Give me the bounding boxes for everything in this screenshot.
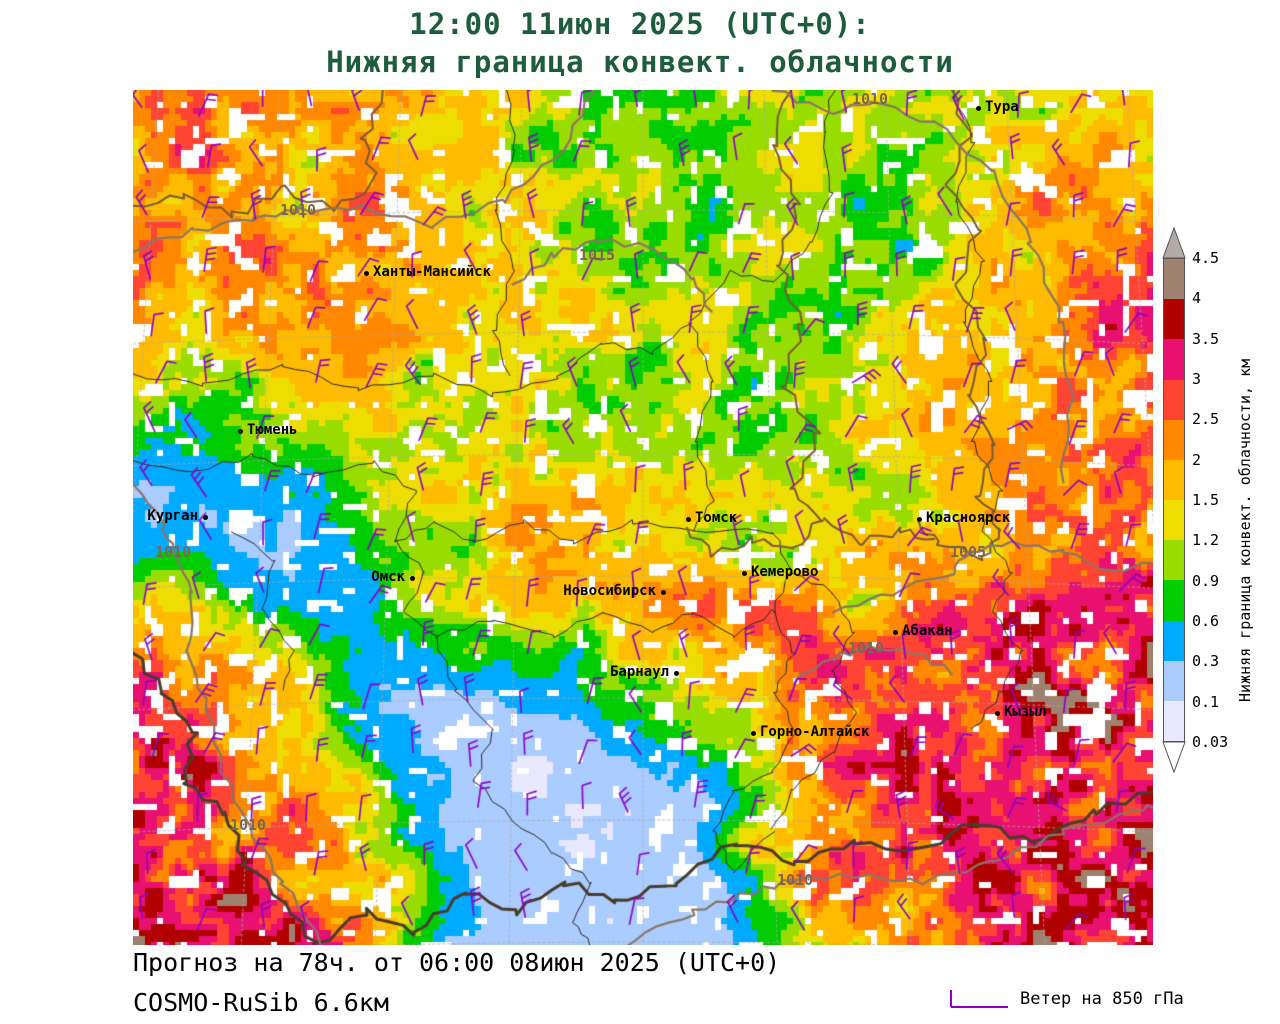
colorbar-arrow-top xyxy=(1162,226,1186,259)
legend-tick-label: 2.5 xyxy=(1192,410,1220,429)
city-label: Горно-Алтайск xyxy=(760,724,870,740)
colorbar-segment xyxy=(1164,379,1184,420)
colorbar-segment xyxy=(1164,660,1184,701)
city-label: Абакан xyxy=(902,623,953,639)
model-info-text: COSMO-RuSib 6.6км xyxy=(133,988,389,1017)
city-dot xyxy=(750,730,756,736)
colorbar-title: Нижняя граница конвект. облачности, км xyxy=(1236,358,1254,702)
city-label: Омск xyxy=(371,569,405,585)
city-label: Томск xyxy=(695,510,738,526)
city-dot xyxy=(363,270,369,276)
forecast-info-text: Прогноз на 78ч. от 06:00 08июн 2025 (UTC… xyxy=(133,948,781,977)
legend-tick-label: 4.5 xyxy=(1192,249,1220,267)
isobar-label: 1015 xyxy=(578,246,616,264)
city-dot xyxy=(892,629,898,635)
isobar-label: 1010 xyxy=(851,90,889,108)
legend-tick-label: 0.6 xyxy=(1192,612,1220,630)
colorbar-arrows xyxy=(1162,226,1186,774)
title-parameter: Нижняя граница конвект. облачности xyxy=(326,45,954,79)
isobar-label: 1005 xyxy=(949,543,987,561)
colorbar xyxy=(1163,258,1185,742)
city-label: Красноярск xyxy=(926,510,1011,526)
city-dot xyxy=(741,570,747,576)
city-label: Курган xyxy=(147,508,198,524)
isobar-label: 1010 xyxy=(229,816,267,834)
city-dot xyxy=(673,670,679,676)
city-dot xyxy=(409,575,415,581)
city-label: Новосибирск xyxy=(563,583,656,599)
isobar-label: 1010 xyxy=(154,543,192,561)
isobar-label: 1010 xyxy=(776,871,814,889)
legend-tick-label: 4 xyxy=(1192,289,1202,308)
weather-field-canvas xyxy=(133,90,1153,945)
colorbar-segment xyxy=(1164,459,1184,501)
colorbar-segment xyxy=(1164,580,1184,621)
title-datetime: 12:00 11июн 2025 (UTC+0): xyxy=(409,7,871,41)
colorbar-segment xyxy=(1164,339,1184,380)
city-label: Кызыл xyxy=(1004,704,1047,720)
legend-tick-label: 3.5 xyxy=(1192,329,1220,348)
city-dot xyxy=(994,710,1000,716)
page-title: 12:00 11июн 2025 (UTC+0): Нижняя граница… xyxy=(0,5,1280,81)
legend-tick-label: 2 xyxy=(1192,450,1202,469)
colorbar-segment xyxy=(1164,500,1184,541)
city-dot xyxy=(237,428,243,434)
legend-tick-label: 0.3 xyxy=(1192,652,1220,671)
wind-legend-label: Ветер на 850 гПа xyxy=(1020,989,1184,1009)
isobar-label: 1010 xyxy=(847,639,885,657)
legend-tick-label: 0.03 xyxy=(1192,733,1229,751)
city-dot xyxy=(660,589,666,595)
legend-tick-label: 0.9 xyxy=(1192,571,1220,590)
legend-tick-label: 1.2 xyxy=(1192,531,1220,550)
city-layer: Тура Ханты-Мансийск Тюмень Курган Омск Новоси… xyxy=(133,90,1153,945)
wind-barb-icon xyxy=(950,990,1008,1008)
isobar-label-layer: 1010 1015 1010 1010 1005 1010 1010 1010 xyxy=(133,90,1153,945)
wind-legend: Ветер на 850 гПа xyxy=(946,986,1184,1012)
isobar-label: 1010 xyxy=(279,201,317,219)
map-area: 1010 1015 1010 1010 1005 1010 1010 1010 Тура Хан… xyxy=(133,90,1153,945)
legend-tick-label: 1.5 xyxy=(1192,491,1220,509)
colorbar-segment xyxy=(1164,259,1184,300)
colorbar-segment xyxy=(1164,620,1184,661)
city-label: Барнаул xyxy=(609,664,669,680)
colorbar-segment xyxy=(1164,299,1184,340)
city-label: Кемерово xyxy=(751,564,819,580)
city-label: Ханты-Мансийск xyxy=(373,264,492,280)
colorbar-segment xyxy=(1164,540,1184,581)
city-label: Тюмень xyxy=(247,422,298,438)
city-label: Тура xyxy=(985,99,1019,115)
colorbar-arrow-bottom xyxy=(1162,741,1186,774)
legend-tick-label: 0.1 xyxy=(1192,692,1220,711)
city-dot xyxy=(202,514,208,520)
city-dot xyxy=(975,105,981,111)
colorbar-segment xyxy=(1164,419,1184,460)
city-dot xyxy=(916,516,922,522)
legend-tick-label: 3 xyxy=(1192,370,1202,388)
city-dot xyxy=(685,516,691,522)
colorbar-segment xyxy=(1164,700,1184,742)
